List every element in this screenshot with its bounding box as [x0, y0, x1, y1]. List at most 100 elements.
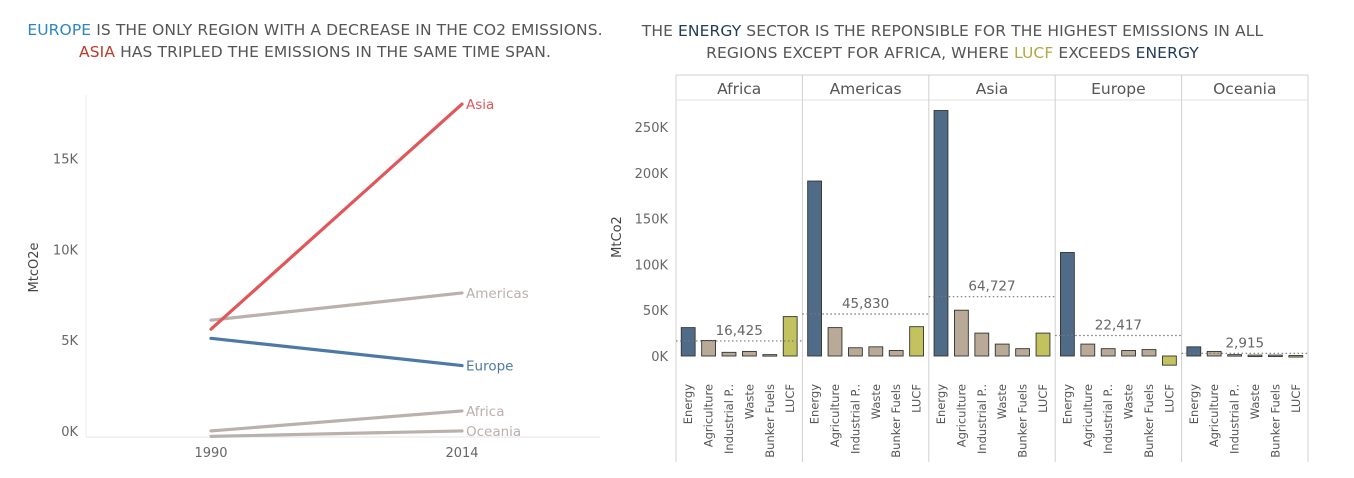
series-line-oceania[interactable]	[209, 429, 464, 438]
bar-americas-lucf[interactable]	[909, 326, 924, 357]
bar-category-label: Energy	[934, 384, 948, 424]
bar-category-label: Bunker Fuels	[1142, 384, 1156, 458]
series-line-asia[interactable]	[209, 102, 464, 331]
bar-africa-lucf[interactable]	[782, 316, 798, 357]
series-line-europe[interactable]	[209, 336, 464, 368]
title-lucf-word: LUCF	[1014, 44, 1054, 62]
average-label-europe: 22,417	[1095, 317, 1142, 333]
region-header-africa: Africa	[717, 80, 761, 98]
title-energy-word-2: ENERGY	[1135, 44, 1199, 62]
title-text-a: THE	[641, 22, 679, 40]
bar-asia-industrial-p[interactable]	[974, 332, 990, 357]
bar-europe-agriculture[interactable]	[1080, 343, 1096, 357]
bar-africa-bunker-fuels[interactable]	[762, 354, 778, 357]
bar-category-label: Bunker Fuels	[763, 384, 777, 458]
bar-category-label: Industrial P..	[975, 384, 989, 454]
bar-category-label: Energy	[1187, 384, 1201, 424]
line-y-tick-label: 15K	[53, 153, 79, 168]
bar-category-label: LUCF	[1162, 384, 1176, 413]
line-x-tick-label: 1990	[194, 446, 227, 461]
bar-y-tick-label: 150K	[635, 213, 669, 228]
title-text-c: EXCEEDS	[1053, 44, 1136, 62]
line-y-tick-label: 5K	[61, 334, 78, 349]
bar-americas-energy[interactable]	[807, 180, 822, 357]
bar-africa-agriculture[interactable]	[701, 339, 716, 357]
bar-asia-agriculture[interactable]	[954, 309, 969, 357]
bar-category-label: Waste	[1122, 384, 1136, 419]
title-asia-word: ASIA	[79, 43, 116, 61]
title-europe-word: EUROPE	[27, 21, 92, 39]
bar-category-label: Waste	[742, 384, 756, 419]
series-label-europe: Europe	[466, 359, 513, 375]
bar-category-label: Agriculture	[1081, 384, 1095, 447]
line-x-tick-label: 2014	[445, 446, 478, 461]
bar-y-tick-label: 0K	[651, 350, 668, 365]
bar-category-label: LUCF	[1036, 384, 1050, 413]
bar-category-label: Waste	[995, 384, 1009, 419]
bar-category-label: LUCF	[910, 384, 924, 413]
bar-category-label: Agriculture	[828, 384, 842, 447]
bar-category-label: Energy	[681, 384, 695, 424]
bar-europe-energy[interactable]	[1060, 252, 1075, 357]
bar-category-label: LUCF	[1289, 384, 1303, 413]
bar-europe-industrial-p[interactable]	[1100, 348, 1116, 357]
line-y-tick-label: 0K	[61, 425, 78, 440]
bar-y-tick-label: 200K	[635, 167, 669, 182]
bar-americas-bunker-fuels[interactable]	[888, 350, 904, 357]
bar-y-tick-label: 100K	[635, 258, 669, 273]
bar-africa-waste[interactable]	[742, 350, 757, 357]
series-label-americas: Americas	[466, 286, 529, 302]
bar-africa-industrial-p[interactable]	[721, 351, 737, 357]
bar-asia-energy[interactable]	[933, 110, 949, 357]
title-text-2: HAS TRIPLED THE EMISSIONS IN THE SAME TI…	[115, 43, 551, 61]
bar-oceania-industrial-p[interactable]	[1227, 354, 1242, 357]
bar-y-tick-label: 50K	[643, 304, 669, 319]
series-line-americas[interactable]	[209, 291, 464, 322]
bar-y-axis-label: MtCo2	[610, 216, 625, 258]
bar-asia-bunker-fuels[interactable]	[1015, 348, 1030, 357]
bar-europe-lucf[interactable]	[1162, 355, 1177, 366]
bar-category-label: LUCF	[783, 384, 797, 413]
title-text-1: IS THE ONLY REGION WITH A DECREASE IN TH…	[91, 21, 603, 39]
bar-category-label: Energy	[808, 384, 822, 424]
region-header-asia: Asia	[976, 80, 1008, 98]
bar-category-label: Agriculture	[1207, 384, 1221, 447]
bar-africa-energy[interactable]	[680, 327, 696, 357]
bar-americas-waste[interactable]	[868, 346, 884, 357]
left-chart-title: EUROPE IS THE ONLY REGION WITH A DECREAS…	[20, 19, 610, 63]
bar-y-tick-label: 250K	[635, 121, 669, 136]
average-label-oceania: 2,915	[1225, 335, 1264, 351]
bar-category-label: Bunker Fuels	[1016, 384, 1030, 458]
title-text-b: SECTOR IS THE REPONSIBLE FOR THE HIGHEST…	[706, 22, 1264, 62]
title-energy-word: ENERGY	[678, 22, 742, 40]
region-header-americas: Americas	[830, 80, 902, 98]
bar-category-label: Waste	[869, 384, 883, 419]
bar-europe-waste[interactable]	[1121, 350, 1136, 357]
bar-oceania-energy[interactable]	[1186, 346, 1202, 357]
bar-category-label: Bunker Fuels	[889, 384, 903, 458]
bar-americas-agriculture[interactable]	[827, 327, 843, 357]
bar-oceania-lucf[interactable]	[1288, 355, 1304, 358]
bar-category-label: Industrial P..	[1101, 384, 1115, 454]
bar-asia-lucf[interactable]	[1035, 332, 1051, 357]
series-label-asia: Asia	[466, 97, 494, 113]
bar-category-label: Bunker Fuels	[1268, 384, 1282, 458]
bar-oceania-waste[interactable]	[1247, 354, 1263, 358]
bar-category-label: Waste	[1248, 384, 1262, 419]
bar-europe-bunker-fuels[interactable]	[1141, 349, 1157, 357]
region-header-europe: Europe	[1091, 80, 1146, 98]
bar-category-label: Agriculture	[702, 384, 716, 447]
bar-category-label: Industrial P..	[848, 384, 862, 454]
bar-americas-industrial-p[interactable]	[848, 347, 863, 357]
bar-category-label: Energy	[1060, 384, 1074, 424]
bar-category-label: Industrial P..	[1228, 384, 1242, 454]
series-label-africa: Africa	[466, 404, 505, 420]
bar-asia-waste[interactable]	[994, 343, 1010, 357]
bar-oceania-bunker-fuels[interactable]	[1268, 354, 1283, 358]
series-line-africa[interactable]	[209, 409, 464, 433]
line-y-tick-label: 10K	[53, 243, 79, 258]
series-label-oceania: Oceania	[466, 424, 521, 440]
right-chart-title: THE ENERGY SECTOR IS THE REPONSIBLE FOR …	[620, 20, 1285, 64]
